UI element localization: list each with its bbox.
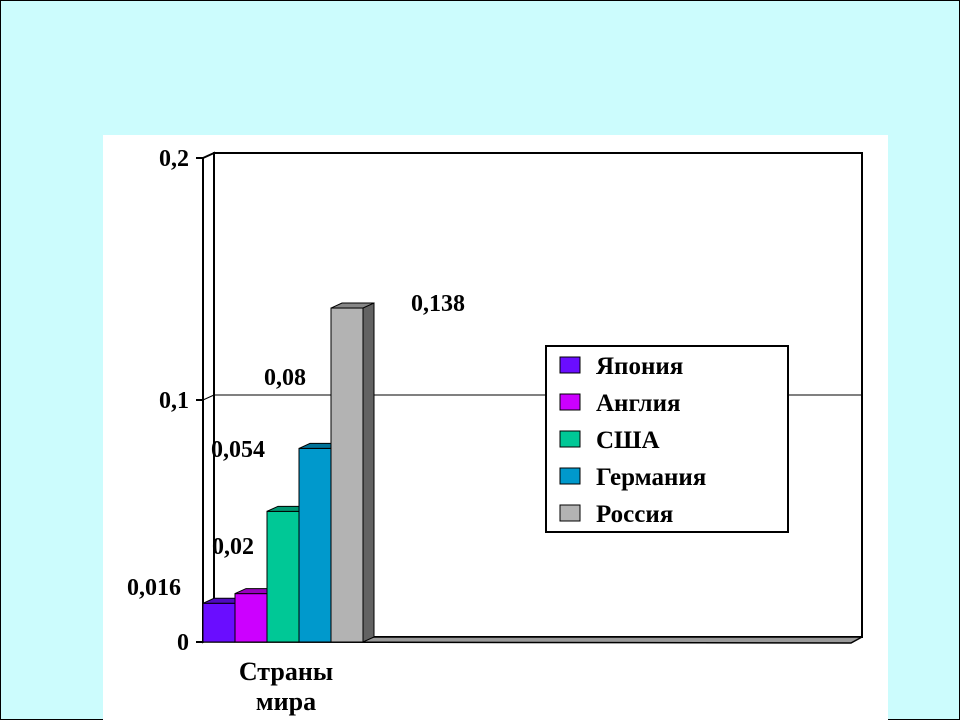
- data-label: 0,138: [411, 291, 465, 317]
- legend-swatch: [559, 356, 581, 374]
- bar-front: [202, 602, 236, 643]
- bar-front: [234, 593, 268, 643]
- y-tick-label: 0,2: [159, 146, 189, 172]
- y-tick-label: 0: [177, 630, 189, 656]
- y-axis: 0 0,1 0,2: [159, 146, 203, 656]
- legend-swatch: [559, 467, 581, 485]
- data-label: 0,02: [212, 534, 254, 560]
- legend: Япония Англия США Германия Россия: [545, 345, 789, 533]
- bars: [202, 302, 375, 643]
- x-category-label: Страны: [239, 657, 333, 686]
- legend-label: Япония: [596, 353, 683, 380]
- legend-box: [545, 345, 789, 533]
- legend-swatch: [559, 393, 581, 411]
- bar: [330, 302, 375, 643]
- data-label: 0,054: [211, 437, 265, 463]
- bar-front: [330, 307, 364, 643]
- legend-label: Англия: [596, 390, 681, 417]
- bar-side: [362, 302, 375, 643]
- gridline-depth: [202, 394, 215, 401]
- legend-label: Германия: [596, 464, 706, 491]
- legend-label: Россия: [596, 501, 673, 528]
- data-label: 0,016: [127, 575, 181, 601]
- bar-front: [298, 447, 332, 643]
- x-category-label: мира: [256, 687, 316, 716]
- data-labels: 0,016 0,02 0,054 0,08 0,138: [127, 291, 465, 601]
- bar-front: [266, 510, 300, 643]
- legend-swatch: [559, 430, 581, 448]
- data-label: 0,08: [264, 365, 306, 391]
- legend-swatch: [559, 504, 581, 522]
- y-tick-label: 0,1: [159, 388, 189, 414]
- legend-label: США: [596, 427, 660, 454]
